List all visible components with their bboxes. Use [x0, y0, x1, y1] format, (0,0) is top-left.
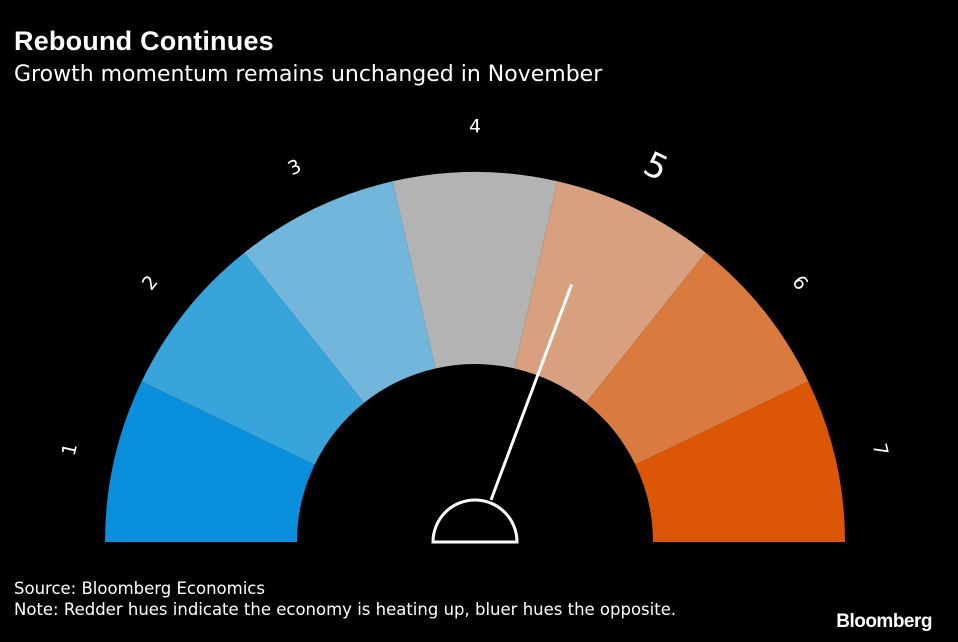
gauge-needle-group: [431, 284, 574, 544]
gauge-label-1: 1: [58, 441, 82, 458]
gauge-label-2: 2: [138, 271, 163, 294]
gauge-label-4: 4: [469, 116, 481, 138]
gauge-segment-7: [635, 381, 845, 542]
gauge-segment-3: [244, 181, 436, 403]
gauge-label-6: 6: [787, 271, 812, 294]
gauge-segment-2: [141, 252, 365, 465]
gauge-needle: [489, 284, 574, 501]
source-note: Source: Bloomberg Economics: [14, 579, 265, 598]
gauge-label-3: 3: [285, 155, 305, 180]
bloomberg-logo: Bloomberg: [836, 611, 932, 632]
gauge-segments: [105, 172, 845, 542]
gauge-segment-4: [392, 172, 558, 369]
gauge-label-7: 7: [868, 441, 892, 458]
footnote: Note: Redder hues indicate the economy i…: [14, 600, 677, 619]
gauge-segment-1: [105, 381, 315, 542]
gauge-label-5: 5: [637, 144, 674, 189]
chart-subtitle: Growth momentum remains unchanged in Nov…: [14, 62, 603, 87]
gauge-hub: [431, 498, 519, 544]
chart-title: Rebound Continues: [14, 26, 274, 56]
gauge-segment-6: [585, 252, 809, 465]
gauge-segment-5: [514, 181, 706, 403]
